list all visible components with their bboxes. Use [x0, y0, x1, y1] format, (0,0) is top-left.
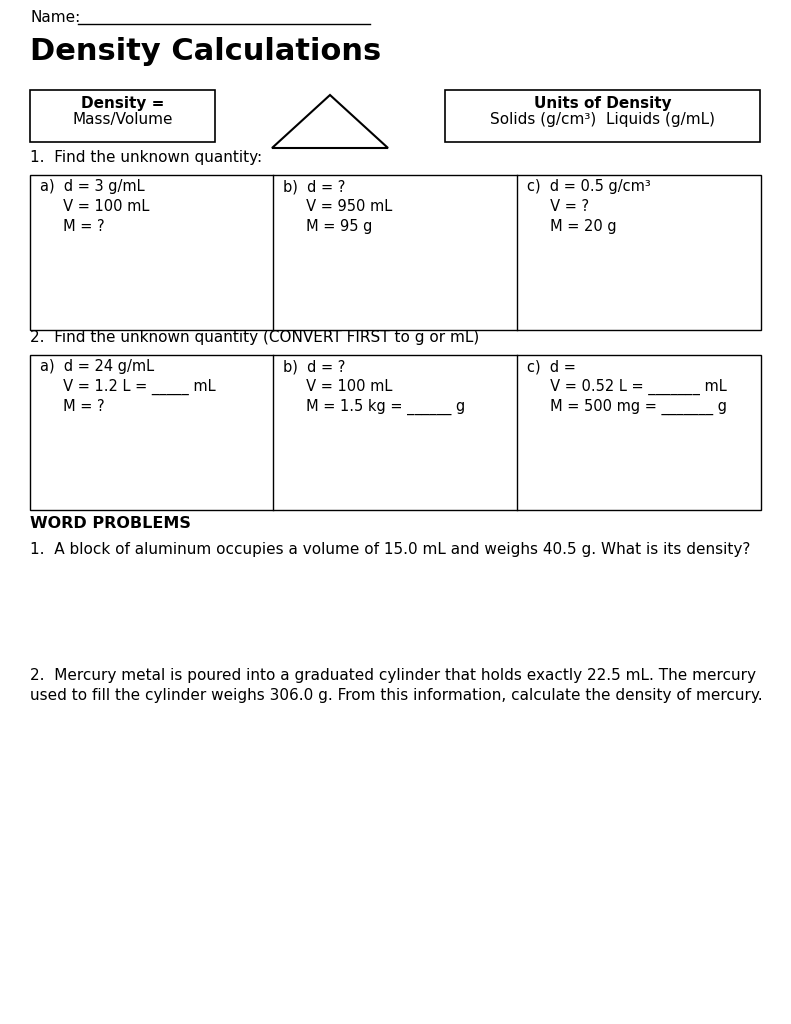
Text: M = 500 mg = _______ g: M = 500 mg = _______ g — [527, 399, 727, 415]
Text: M = 20 g: M = 20 g — [527, 219, 616, 234]
Text: V = 0.52 L = _______ mL: V = 0.52 L = _______ mL — [527, 379, 727, 395]
Text: Units of Density: Units of Density — [534, 96, 672, 111]
Text: M = 1.5 kg = ______ g: M = 1.5 kg = ______ g — [283, 399, 466, 415]
Text: a)  d = 24 g/mL: a) d = 24 g/mL — [40, 359, 154, 374]
Text: Density Calculations: Density Calculations — [30, 37, 381, 66]
FancyBboxPatch shape — [30, 355, 761, 510]
Text: WORD PROBLEMS: WORD PROBLEMS — [30, 516, 191, 531]
Text: V = 1.2 L = _____ mL: V = 1.2 L = _____ mL — [40, 379, 216, 395]
Text: Name:: Name: — [30, 10, 80, 25]
Text: b)  d = ?: b) d = ? — [283, 179, 346, 194]
Text: V = 950 mL: V = 950 mL — [283, 199, 392, 214]
FancyBboxPatch shape — [30, 90, 215, 142]
Text: V = 100 mL: V = 100 mL — [283, 379, 393, 394]
Text: 1.  Find the unknown quantity:: 1. Find the unknown quantity: — [30, 150, 262, 165]
Text: a)  d = 3 g/mL: a) d = 3 g/mL — [40, 179, 145, 194]
Text: Density =: Density = — [81, 96, 165, 111]
Text: c)  d = 0.5 g/cm³: c) d = 0.5 g/cm³ — [527, 179, 650, 194]
Text: V = 100 mL: V = 100 mL — [40, 199, 149, 214]
Text: c)  d =: c) d = — [527, 359, 576, 374]
Text: M = 95 g: M = 95 g — [283, 219, 373, 234]
Text: 1.  A block of aluminum occupies a volume of 15.0 mL and weighs 40.5 g. What is : 1. A block of aluminum occupies a volume… — [30, 542, 751, 557]
Text: Mass/Volume: Mass/Volume — [72, 112, 172, 127]
Text: M = ?: M = ? — [40, 399, 104, 414]
Text: b)  d = ?: b) d = ? — [283, 359, 346, 374]
FancyBboxPatch shape — [445, 90, 760, 142]
Text: used to fill the cylinder weighs 306.0 g. From this information, calculate the d: used to fill the cylinder weighs 306.0 g… — [30, 688, 763, 703]
Text: 2.  Find the unknown quantity (CONVERT FIRST to g or mL): 2. Find the unknown quantity (CONVERT FI… — [30, 330, 479, 345]
Text: V = ?: V = ? — [527, 199, 589, 214]
Text: 2.  Mercury metal is poured into a graduated cylinder that holds exactly 22.5 mL: 2. Mercury metal is poured into a gradua… — [30, 668, 756, 683]
Text: Solids (g/cm³)  Liquids (g/mL): Solids (g/cm³) Liquids (g/mL) — [490, 112, 715, 127]
FancyBboxPatch shape — [30, 175, 761, 330]
Text: M = ?: M = ? — [40, 219, 104, 234]
